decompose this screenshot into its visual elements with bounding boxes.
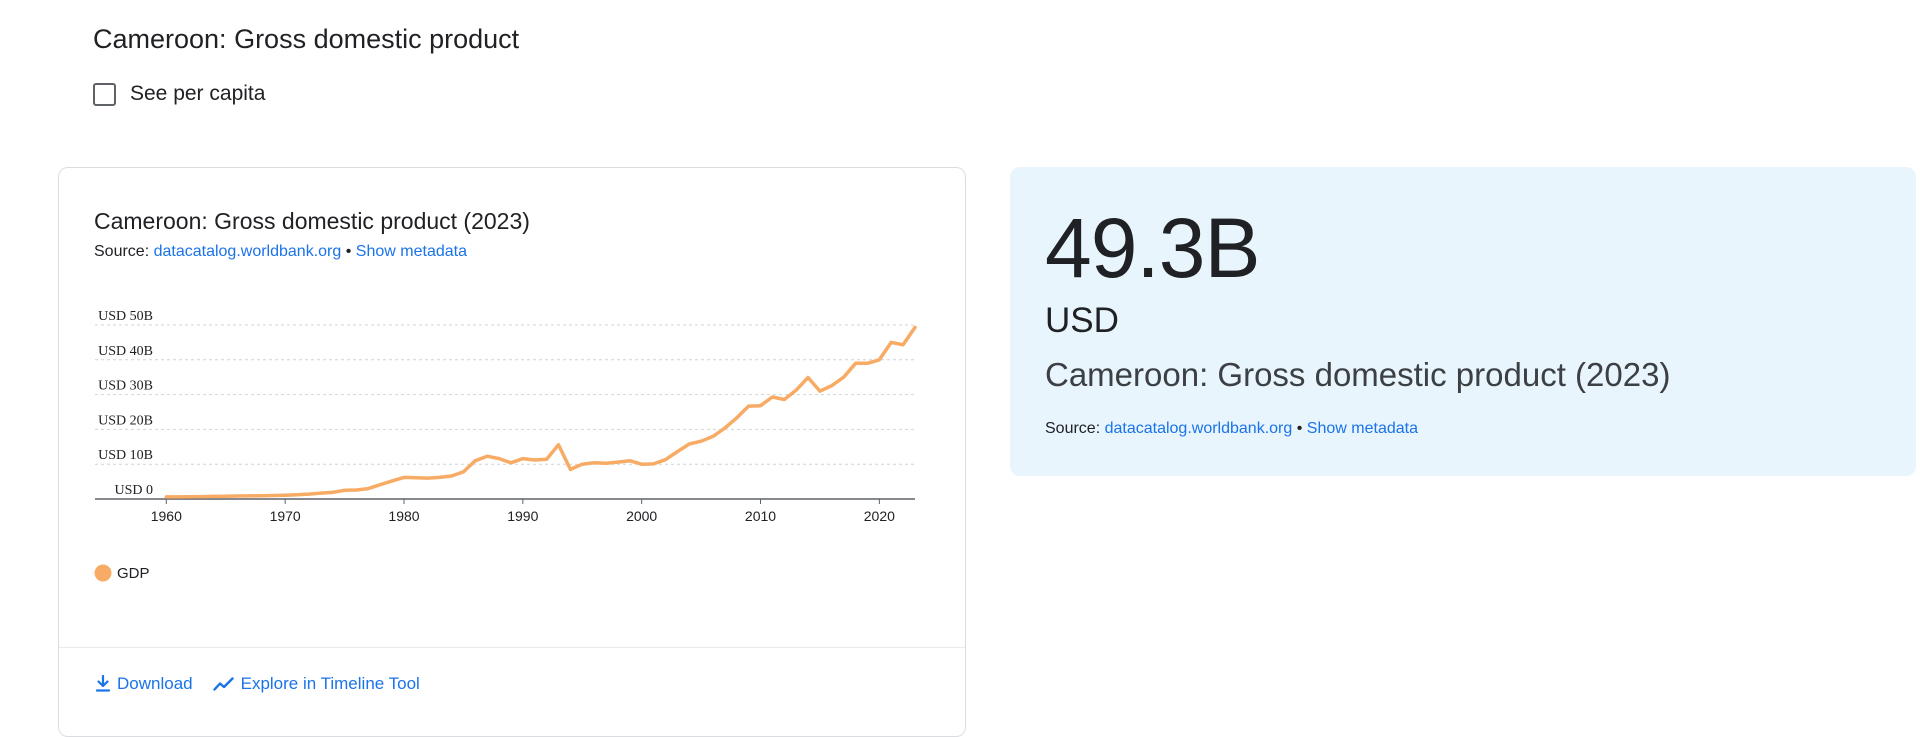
chart-card: Cameroon: Gross domestic product (2023) … bbox=[58, 167, 966, 737]
x-tick-label: 1970 bbox=[270, 508, 301, 524]
y-tick-label: USD 0 bbox=[114, 483, 153, 498]
x-tick-label: 1990 bbox=[507, 508, 538, 524]
source-prefix: Source: bbox=[94, 243, 150, 260]
source-separator: • bbox=[1296, 420, 1303, 437]
x-tick-label: 1980 bbox=[388, 508, 419, 524]
y-tick-label: USD 50B bbox=[98, 309, 153, 324]
download-label: Download bbox=[117, 674, 193, 693]
gdp-line-chart: USD 0 USD 10B USD 20B USD 30B USD 40B USD 50B… bbox=[94, 309, 917, 582]
y-tick-label: USD 40B bbox=[98, 344, 153, 359]
trend-line-icon bbox=[212, 677, 234, 691]
x-tick-label: 2000 bbox=[626, 508, 657, 524]
source-prefix: Source: bbox=[1045, 420, 1101, 437]
explore-timeline-label: Explore in Timeline Tool bbox=[240, 674, 420, 693]
stat-unit: USD bbox=[1045, 301, 1119, 340]
y-tick-label: USD 20B bbox=[98, 413, 153, 428]
x-tick-label: 2010 bbox=[745, 508, 776, 524]
per-capita-checkbox[interactable] bbox=[93, 82, 116, 106]
gdp-series-line bbox=[164, 325, 917, 499]
legend-swatch-gdp bbox=[94, 564, 112, 582]
y-axis-ticks: USD 0 USD 10B USD 20B USD 30B USD 40B USD 50B bbox=[98, 309, 153, 498]
page-title: Cameroon: Gross domestic product bbox=[93, 24, 520, 54]
source-separator: • bbox=[345, 243, 352, 260]
per-capita-label: See per capita bbox=[130, 82, 266, 105]
x-tick-label: 2020 bbox=[864, 508, 895, 524]
stat-source: Source: datacatalog.worldbank.org • Show… bbox=[1045, 420, 1418, 438]
card-divider bbox=[59, 647, 965, 648]
download-icon bbox=[95, 675, 111, 692]
stat-value: 49.3B bbox=[1045, 201, 1261, 295]
y-tick-label: USD 30B bbox=[98, 379, 153, 394]
legend-label-gdp: GDP bbox=[117, 565, 150, 582]
chart-legend: GDP bbox=[94, 564, 150, 582]
show-metadata-link[interactable]: Show metadata bbox=[1306, 420, 1418, 437]
x-tick-label: 1960 bbox=[151, 508, 182, 524]
source-link[interactable]: datacatalog.worldbank.org bbox=[1104, 420, 1293, 437]
stat-card: 49.3B USD Cameroon: Gross domestic produ… bbox=[1010, 167, 1916, 476]
show-metadata-link[interactable]: Show metadata bbox=[355, 243, 467, 260]
stat-title: Cameroon: Gross domestic product (2023) bbox=[1045, 356, 1671, 393]
chart-title: Cameroon: Gross domestic product (2023) bbox=[94, 208, 530, 234]
chart-grid bbox=[95, 324, 915, 465]
card-actions: Download Explore in Timeline Tool bbox=[95, 674, 420, 694]
download-button[interactable]: Download bbox=[95, 674, 193, 694]
chart-source: Source: datacatalog.worldbank.org • Show… bbox=[94, 243, 467, 261]
per-capita-toggle[interactable]: See per capita bbox=[93, 82, 265, 106]
source-link[interactable]: datacatalog.worldbank.org bbox=[153, 243, 342, 260]
x-axis-ticks: 1960 1970 1980 1990 2000 2010 2020 bbox=[151, 499, 895, 524]
explore-timeline-button[interactable]: Explore in Timeline Tool bbox=[212, 674, 420, 694]
y-tick-label: USD 10B bbox=[98, 448, 153, 463]
